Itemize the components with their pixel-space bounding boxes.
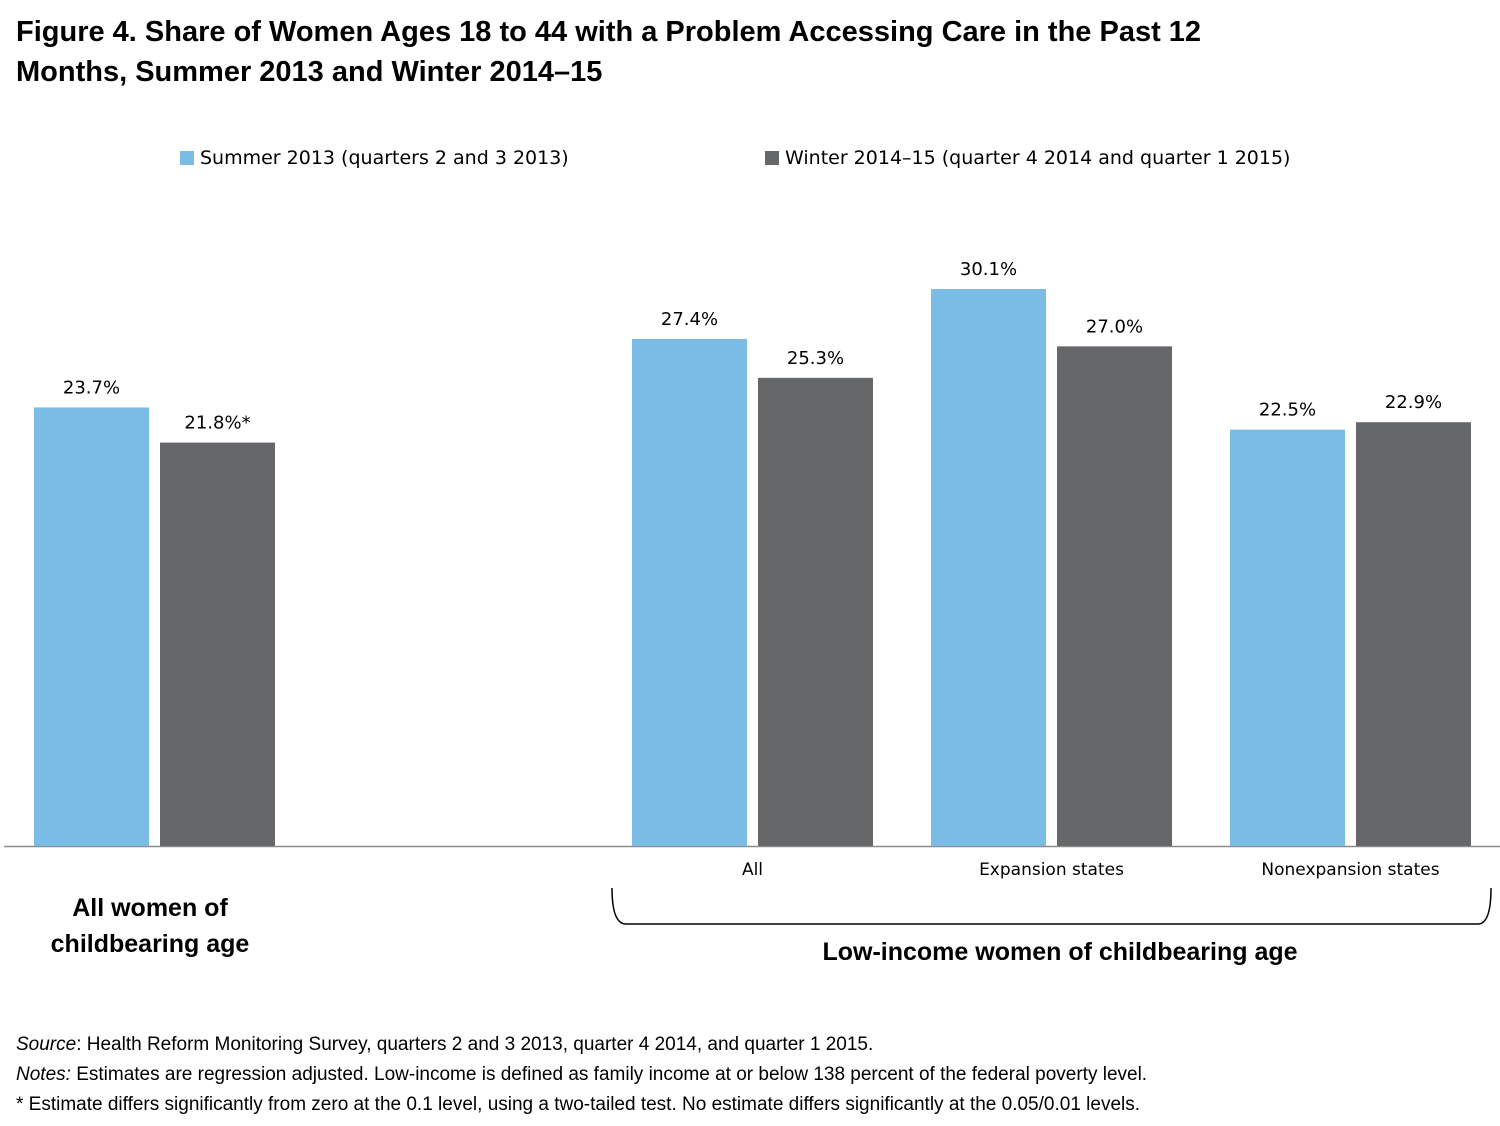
legend: Summer 2013 (quarters 2 and 3 2013) Wint… — [0, 144, 1500, 174]
legend-label-winter: Winter 2014–15 (quarter 4 2014 and quart… — [785, 147, 1291, 169]
chart-title-line-2: Months, Summer 2013 and Winter 2014–15 — [16, 56, 603, 88]
chart-notes: Source: Health Reform Monitoring Survey,… — [16, 1030, 1486, 1120]
data-label-winter-3: 22.9% — [1385, 392, 1442, 413]
category-label-3: Nonexpansion states — [1261, 860, 1439, 880]
category-label-1: All — [742, 860, 763, 880]
group-bracket — [611, 887, 1492, 925]
bar-summer-1 — [632, 338, 747, 846]
source-note: Source: Health Reform Monitoring Survey,… — [16, 1030, 1486, 1060]
category-label-2: Expansion states — [979, 860, 1124, 880]
bar-winter-2 — [1057, 346, 1172, 846]
group-label-all-women-line-2: childbearing age — [50, 930, 250, 958]
bar-summer-0 — [34, 407, 149, 846]
data-label-summer-2: 30.1% — [960, 259, 1017, 280]
bar-winter-3 — [1356, 422, 1471, 846]
legend-swatch-summer — [180, 151, 194, 165]
legend-swatch-winter — [765, 151, 779, 165]
group-label-all-women-line-1: All women of — [72, 894, 228, 922]
notes-text: Estimates are regression adjusted. Low-i… — [70, 1064, 1148, 1085]
group-label-low-income-text: Low-income women of childbearing age — [822, 938, 1298, 966]
source-label: Source — [16, 1034, 77, 1055]
source-text: : Health Reform Monitoring Survey, quart… — [76, 1034, 874, 1055]
chart-title-line-1: Figure 4. Share of Women Ages 18 to 44 w… — [16, 16, 1202, 48]
group-label-all-women: All women of childbearing age — [20, 890, 280, 962]
bar-winter-1 — [758, 377, 873, 846]
bar-summer-3 — [1230, 429, 1345, 846]
data-label-summer-3: 22.5% — [1259, 400, 1316, 421]
bar-summer-2 — [931, 289, 1046, 846]
footnote: * Estimate differs significantly from ze… — [16, 1094, 1141, 1115]
data-label-winter-0: 21.8%* — [184, 413, 250, 434]
notes-label: Notes: — [16, 1064, 71, 1085]
data-label-summer-1: 27.4% — [661, 309, 718, 330]
data-label-summer-0: 23.7% — [63, 377, 120, 398]
chart-title: Figure 4. Share of Women Ages 18 to 44 w… — [16, 12, 1486, 92]
data-label-winter-2: 27.0% — [1086, 316, 1143, 337]
legend-item-summer: Summer 2013 (quarters 2 and 3 2013) — [180, 144, 569, 172]
legend-label-summer: Summer 2013 (quarters 2 and 3 2013) — [200, 147, 569, 169]
notes-line: Notes: Estimates are regression adjusted… — [16, 1060, 1486, 1090]
group-label-low-income: Low-income women of childbearing age — [700, 934, 1420, 970]
data-label-winter-1: 25.3% — [787, 348, 844, 369]
bar-winter-0 — [160, 442, 275, 846]
legend-item-winter: Winter 2014–15 (quarter 4 2014 and quart… — [765, 144, 1290, 172]
